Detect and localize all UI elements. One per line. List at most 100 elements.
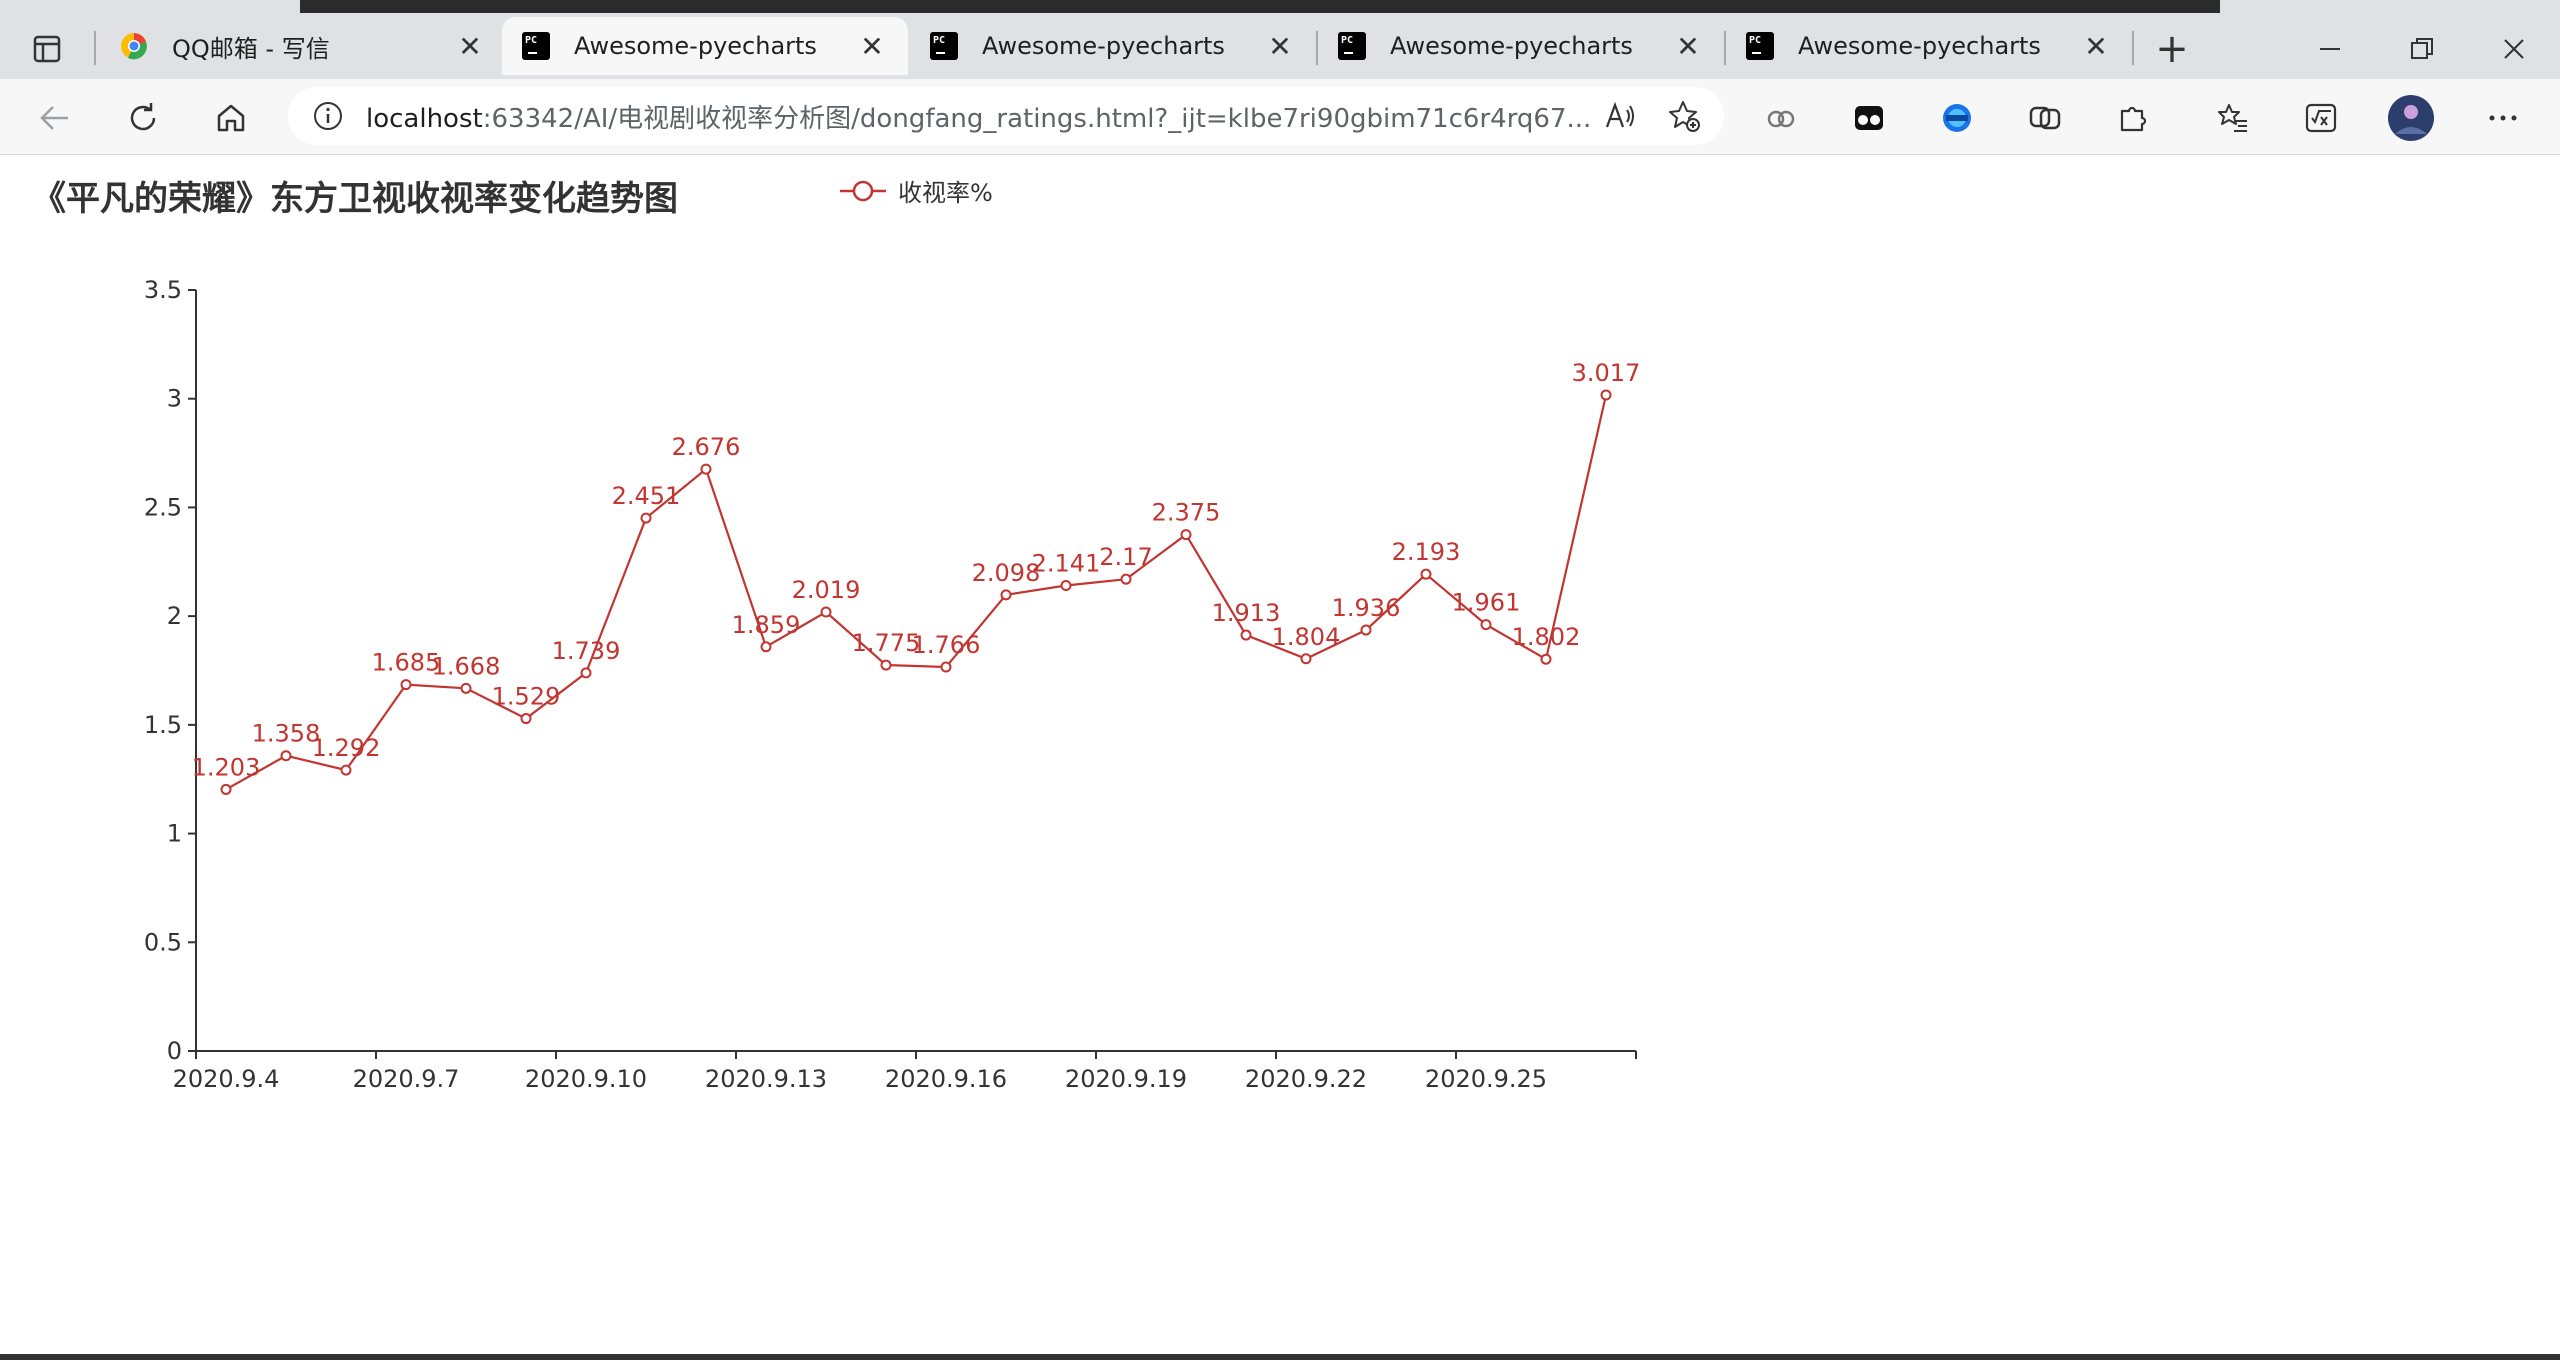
tab-close-button[interactable]: ✕ [1676, 29, 1700, 63]
tab-actions-icon [33, 35, 61, 63]
close-window-button[interactable] [2484, 27, 2544, 71]
tab-bar: QQ邮箱 - 写信 ✕ PC Awesome-pyecharts ✕ PC Aw… [0, 13, 2560, 79]
x-tick-label: 2020.9.25 [1425, 1065, 1547, 1093]
favorites-button[interactable] [2208, 93, 2258, 143]
tab-separator [1724, 31, 1726, 65]
link-extension-icon [1767, 110, 1795, 128]
copilot-icon [2029, 106, 2061, 130]
restore-button[interactable] [2392, 27, 2452, 71]
data-point [520, 713, 532, 725]
x-tick-label: 2020.9.4 [173, 1065, 280, 1093]
data-point [1540, 653, 1552, 665]
x-tick-label: 2020.9.19 [1065, 1065, 1187, 1093]
y-tick-label: 3 [167, 385, 182, 413]
extension-link-button[interactable] [1756, 93, 1806, 143]
address-bar[interactable]: localhost:63342/AI/电视剧收视率分析图/dongfang_ra… [288, 87, 1724, 145]
data-label: 1.775 [852, 629, 921, 657]
more-icon [2489, 115, 2517, 121]
data-point [1300, 653, 1312, 665]
data-label: 2.451 [612, 482, 681, 510]
pycharm-icon: PC [519, 29, 553, 63]
tab-close-button[interactable]: ✕ [860, 29, 884, 63]
data-point [940, 661, 952, 673]
extension-image-button[interactable] [1932, 93, 1982, 143]
data-label: 1.766 [912, 631, 981, 659]
data-label: 1.859 [732, 611, 801, 639]
data-label: 1.685 [372, 649, 441, 677]
tab-title: Awesome-pyecharts [1390, 32, 1633, 60]
data-label: 1.936 [1332, 594, 1401, 622]
window-bottom-edge [0, 1354, 2560, 1360]
extension-copilot-button[interactable] [2020, 93, 2070, 143]
tab-awesome-pyecharts-active[interactable]: PC Awesome-pyecharts ✕ [502, 17, 908, 75]
series-line [225, 394, 1608, 791]
data-point [1480, 619, 1492, 631]
reload-icon [130, 103, 156, 131]
window-top-dark-strip [300, 0, 2220, 13]
y-tick-label: 2 [167, 602, 182, 630]
image-extension-icon [1943, 104, 1971, 132]
x-tick-label: 2020.9.13 [705, 1065, 827, 1093]
extension-glasses-button[interactable] [1844, 93, 1894, 143]
tab-awesome-pyecharts[interactable]: PC Awesome-pyecharts ✕ [1318, 17, 1724, 75]
tab-qq-mail[interactable]: QQ邮箱 - 写信 ✕ [100, 17, 506, 75]
tab-title: Awesome-pyecharts [574, 32, 817, 60]
tab-close-button[interactable]: ✕ [1268, 29, 1292, 63]
data-label: 1.913 [1212, 599, 1281, 627]
data-label: 1.292 [312, 734, 381, 762]
data-label: 1.358 [252, 720, 321, 748]
data-label: 2.375 [1152, 499, 1221, 527]
chart-title: 《平凡的荣耀》东方卫视收视率变化趋势图 [32, 179, 678, 219]
add-favorite-icon[interactable] [1664, 96, 1704, 136]
legend-line-circle-icon [840, 180, 886, 201]
tab-close-button[interactable]: ✕ [458, 29, 482, 63]
math-solver-button[interactable] [2296, 93, 2346, 143]
new-tab-button[interactable]: + [2150, 26, 2194, 72]
close-icon [2504, 39, 2524, 59]
reload-button[interactable] [118, 93, 168, 143]
y-tick-label: 3.5 [144, 276, 182, 304]
url-text[interactable]: localhost:63342/AI/电视剧收视率分析图/dongfang_ra… [366, 98, 1600, 135]
data-label: 1.203 [192, 753, 261, 781]
info-icon[interactable] [308, 96, 348, 136]
data-point [700, 463, 712, 475]
data-point [580, 667, 592, 679]
tab-awesome-pyecharts[interactable]: PC Awesome-pyecharts ✕ [1726, 17, 2132, 75]
qq-mail-icon [120, 32, 148, 60]
data-point [1120, 573, 1132, 585]
back-button[interactable] [30, 93, 80, 143]
home-icon [217, 104, 245, 132]
x-tick-label: 2020.9.10 [525, 1065, 647, 1093]
data-label: 2.676 [672, 433, 741, 461]
tab-separator [2132, 31, 2134, 65]
tab-awesome-pyecharts[interactable]: PC Awesome-pyecharts ✕ [910, 17, 1316, 75]
chart-legend[interactable]: 收视率% [838, 173, 993, 208]
legend-label: 收视率% [898, 179, 993, 207]
data-label: 2.193 [1392, 538, 1461, 566]
data-point [1180, 529, 1192, 541]
tab-close-button[interactable]: ✕ [2084, 29, 2108, 63]
tab-actions-button[interactable] [20, 27, 74, 71]
home-button[interactable] [206, 93, 256, 143]
settings-more-button[interactable] [2478, 93, 2528, 143]
data-point [460, 682, 472, 694]
back-arrow-icon [40, 106, 68, 130]
y-tick-label: 0 [167, 1037, 182, 1065]
pycharm-icon: PC [927, 29, 961, 63]
url-path: :63342/AI/电视剧收视率分析图/dongfang_ratings.htm… [482, 103, 1592, 134]
y-tick-label: 0.5 [144, 928, 182, 956]
profile-button[interactable] [2386, 93, 2436, 143]
data-point [820, 606, 832, 618]
favorites-list-icon [2218, 104, 2247, 132]
data-label: 2.019 [792, 576, 861, 604]
minimize-button[interactable] [2300, 27, 2360, 71]
extensions-button[interactable] [2108, 93, 2158, 143]
data-point [1600, 389, 1612, 401]
data-point [880, 659, 892, 671]
minimize-icon [2320, 48, 2340, 50]
y-tick-label: 1.5 [144, 711, 182, 739]
x-tick-label: 2020.9.16 [885, 1065, 1007, 1093]
data-label: 2.141 [1032, 549, 1101, 577]
read-aloud-icon[interactable] [1600, 96, 1640, 136]
pycharm-icon: PC [1743, 29, 1777, 63]
